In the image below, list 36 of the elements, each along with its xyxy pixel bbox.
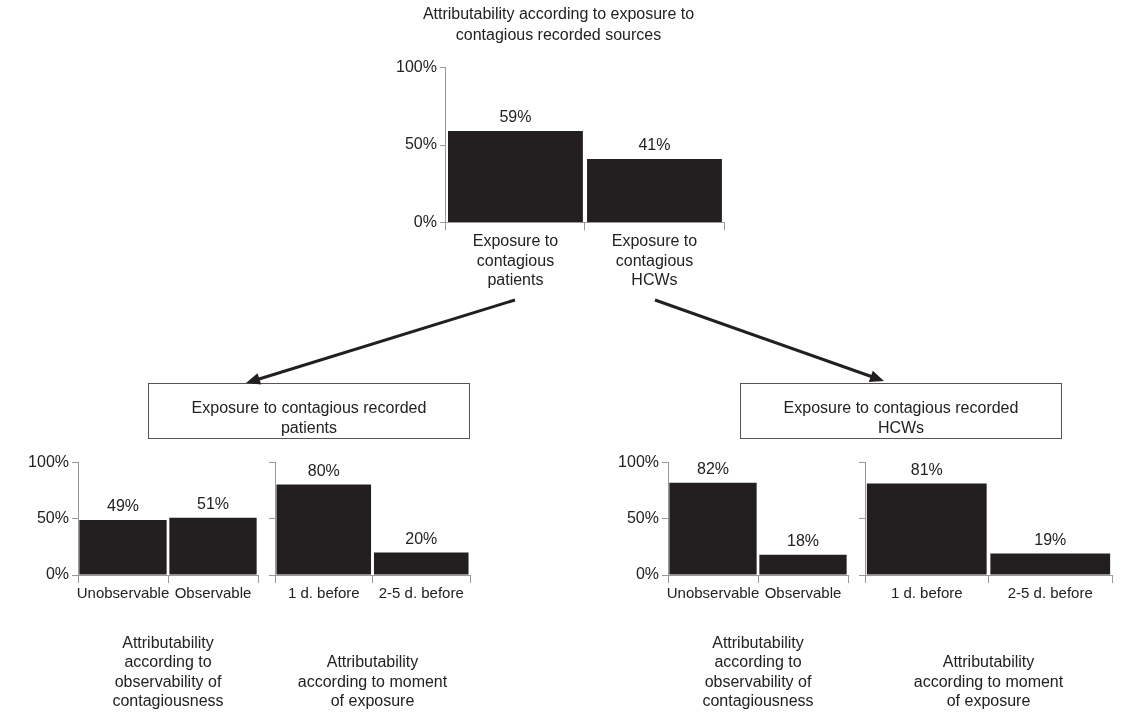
data-label: 41% bbox=[638, 136, 671, 154]
y-tick-label: 50% bbox=[36, 509, 69, 527]
y-tick-label: 0% bbox=[45, 565, 69, 583]
data-label: 19% bbox=[1034, 530, 1067, 548]
y-tick-label: 0% bbox=[635, 565, 659, 583]
x-axis-title: Attributability according to observability of contagiousness bbox=[112, 634, 224, 709]
y-tick-label: 0% bbox=[413, 212, 437, 230]
text: Exposure to contagious recorded patients bbox=[148, 383, 470, 439]
x-tick-label: Unobservable bbox=[76, 584, 170, 602]
x-tick-label: 1 d. before bbox=[287, 584, 360, 602]
text: Exposure to contagious recorded HCWs bbox=[740, 383, 1062, 439]
x-tick-label: 1 d. before bbox=[890, 584, 963, 602]
x-tick-label: Observable bbox=[174, 584, 252, 602]
data-label: 20% bbox=[405, 529, 438, 547]
x-tick-label: Exposure to contagious HCWs bbox=[611, 232, 698, 288]
data-label: 59% bbox=[499, 108, 532, 126]
chart-title: Attributability according to exposure to contagious recorded sources bbox=[422, 4, 695, 43]
data-label: 82% bbox=[696, 460, 730, 478]
data-label: 18% bbox=[786, 532, 820, 550]
y-tick-label: 100% bbox=[28, 453, 69, 471]
x-tick-label: Exposure to contagious patients bbox=[472, 232, 559, 288]
x-tick-label: 2-5 d. before bbox=[1007, 584, 1093, 602]
data-label: 51% bbox=[196, 495, 230, 513]
data-label: 80% bbox=[307, 462, 340, 480]
x-tick-label: 2-5 d. before bbox=[378, 584, 464, 602]
x-axis-title: Attributability according to moment of exposure bbox=[913, 653, 1064, 709]
x-tick-label: Unobservable bbox=[666, 584, 760, 602]
y-tick-label: 50% bbox=[626, 509, 659, 527]
data-label: 49% bbox=[106, 497, 140, 515]
data-label: 81% bbox=[910, 460, 943, 478]
x-axis-title: Attributability according to observability of contagiousness bbox=[702, 634, 814, 709]
x-axis-title: Attributability according to moment of exposure bbox=[297, 653, 448, 709]
x-tick-label: Observable bbox=[764, 584, 842, 602]
y-tick-label: 50% bbox=[404, 135, 437, 153]
y-tick-label: 100% bbox=[618, 453, 659, 471]
y-tick-label: 100% bbox=[396, 58, 437, 76]
